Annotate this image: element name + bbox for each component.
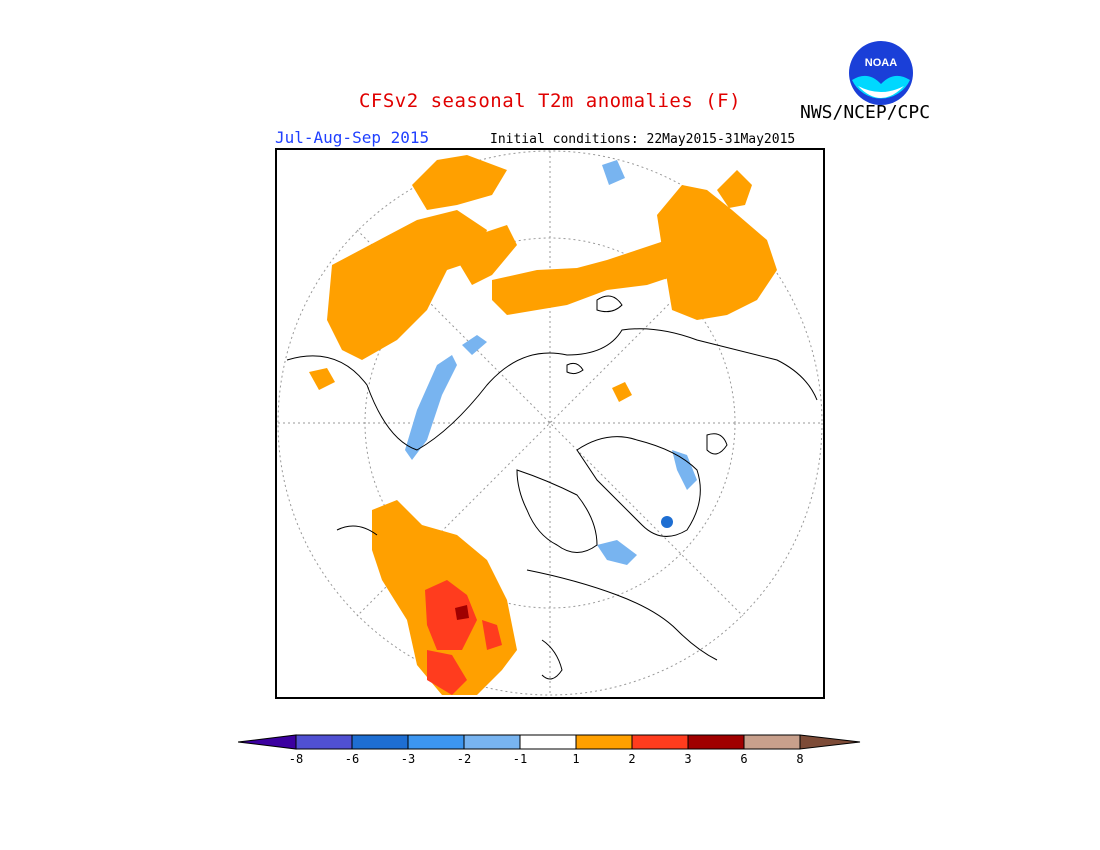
legend-bin — [631, 734, 689, 750]
polar-map — [275, 148, 825, 699]
legend-bin — [407, 734, 465, 750]
legend-label: -1 — [512, 752, 528, 766]
legend-label: -8 — [288, 752, 304, 766]
legend-label: -3 — [400, 752, 416, 766]
legend-bin — [295, 734, 353, 750]
legend-bin — [687, 734, 745, 750]
legend-bin — [575, 734, 633, 750]
legend-bin — [519, 734, 577, 750]
legend-bin — [463, 734, 521, 750]
legend-label: 6 — [740, 752, 748, 766]
legend-arrow-left — [238, 734, 297, 750]
strong-warm-regions — [425, 580, 502, 695]
warm-anomaly-regions — [309, 155, 777, 695]
legend-label: -2 — [456, 752, 472, 766]
legend-label: -6 — [344, 752, 360, 766]
color-legend-bar — [238, 734, 861, 750]
noaa-logo: NOAA — [849, 41, 913, 105]
coastlines — [286, 295, 818, 680]
cool-anomaly-regions — [405, 160, 697, 565]
season-label: Jul-Aug-Sep 2015 — [275, 128, 430, 147]
map-title: CFSv2 seasonal T2m anomalies (F) — [358, 90, 742, 112]
legend-label: 2 — [628, 752, 636, 766]
cold-anomaly-regions — [661, 516, 673, 528]
legend-bin — [743, 734, 801, 750]
legend-arrow-right — [799, 734, 861, 750]
svg-text:NOAA: NOAA — [865, 57, 897, 69]
legend-label: 3 — [684, 752, 692, 766]
legend-bin — [351, 734, 409, 750]
very-warm-regions — [455, 605, 469, 620]
agency-label: NWS/NCEP/CPC — [800, 102, 931, 123]
legend-label: 1 — [572, 752, 580, 766]
initial-conditions-label: Initial conditions: 22May2015-31May2015 — [490, 132, 796, 147]
legend-label: 8 — [796, 752, 804, 766]
